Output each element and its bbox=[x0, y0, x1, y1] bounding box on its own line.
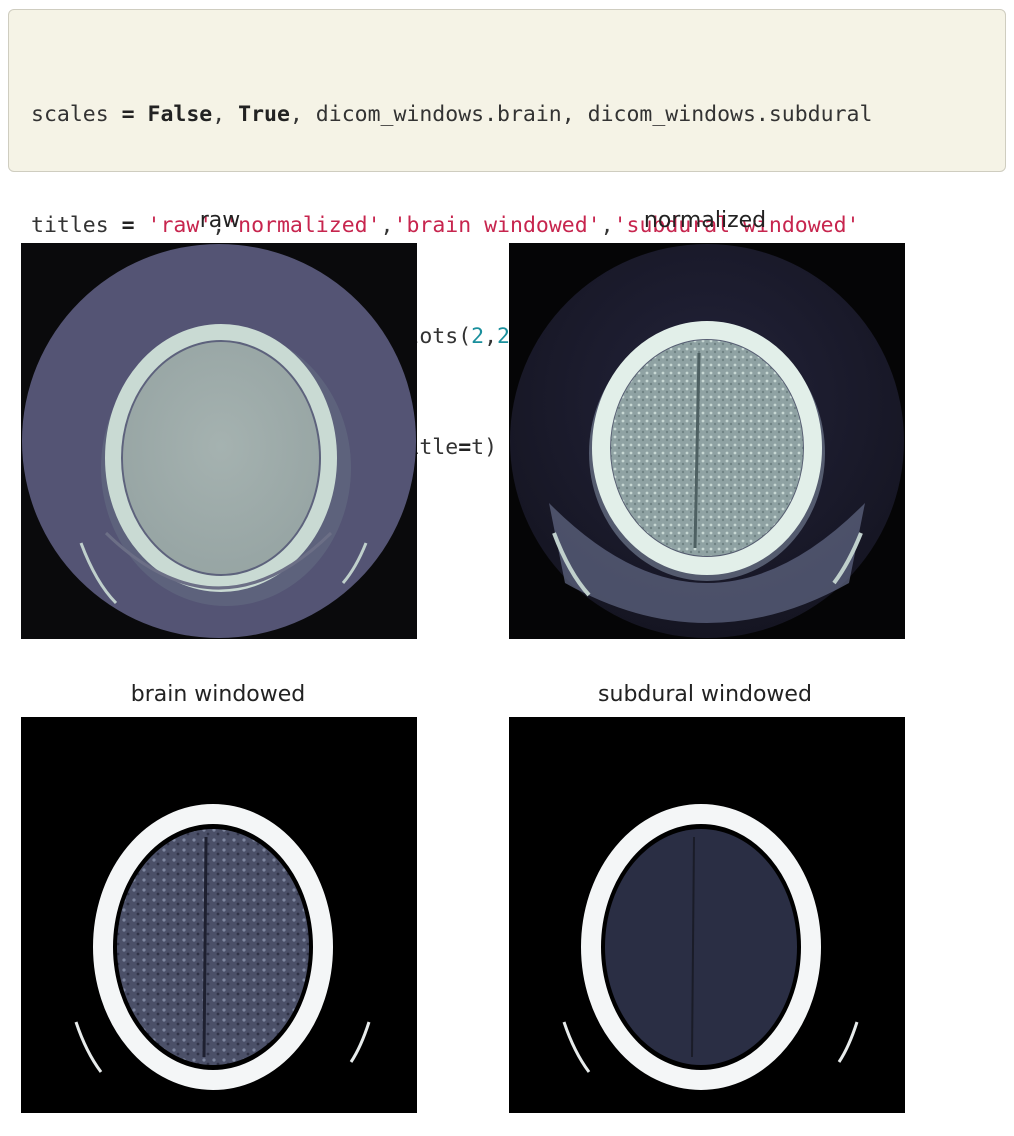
ct-image-subdural-windowed bbox=[509, 717, 905, 1113]
panel-title-normalized: normalized bbox=[643, 208, 767, 233]
code-token: 'raw' bbox=[147, 213, 213, 238]
code-token: , bbox=[380, 213, 394, 238]
code-token: titles bbox=[31, 213, 122, 238]
ct-image-raw bbox=[21, 243, 417, 639]
code-token: False bbox=[147, 102, 213, 127]
code-token: scales bbox=[31, 102, 122, 127]
code-token: , dicom_windows.brain, dicom_windows.sub… bbox=[289, 102, 873, 127]
code-token: 'normalized' bbox=[225, 213, 381, 238]
code-token: 'brain windowed' bbox=[393, 213, 601, 238]
code-token: True bbox=[238, 102, 290, 127]
code-token: , bbox=[212, 102, 239, 127]
code-token: , bbox=[484, 324, 498, 349]
code-token: 2 bbox=[471, 324, 485, 349]
code-line-1: scales = False, True, dicom_windows.brai… bbox=[31, 96, 1005, 133]
code-token: 2 bbox=[497, 324, 510, 349]
panel-title-brain-windowed: brain windowed bbox=[130, 682, 306, 707]
code-token: t) bbox=[471, 435, 498, 460]
ct-image-brain-windowed bbox=[21, 717, 417, 1113]
code-token: 'subdural windowed' bbox=[613, 213, 860, 238]
ct-image-normalized bbox=[509, 243, 905, 639]
code-line-2: titles = 'raw','normalized','brain windo… bbox=[31, 207, 1005, 244]
code-token: , bbox=[600, 213, 614, 238]
code-token: , bbox=[212, 213, 226, 238]
code-token bbox=[135, 102, 148, 127]
code-cell[interactable]: scales = False, True, dicom_windows.brai… bbox=[8, 9, 1006, 460]
panel-title-subdural-windowed: subdural windowed bbox=[598, 682, 812, 707]
code-token: = bbox=[121, 102, 135, 127]
code-token: = bbox=[458, 435, 472, 460]
panel-title-raw: raw bbox=[199, 208, 241, 233]
code-token: = bbox=[121, 213, 135, 238]
